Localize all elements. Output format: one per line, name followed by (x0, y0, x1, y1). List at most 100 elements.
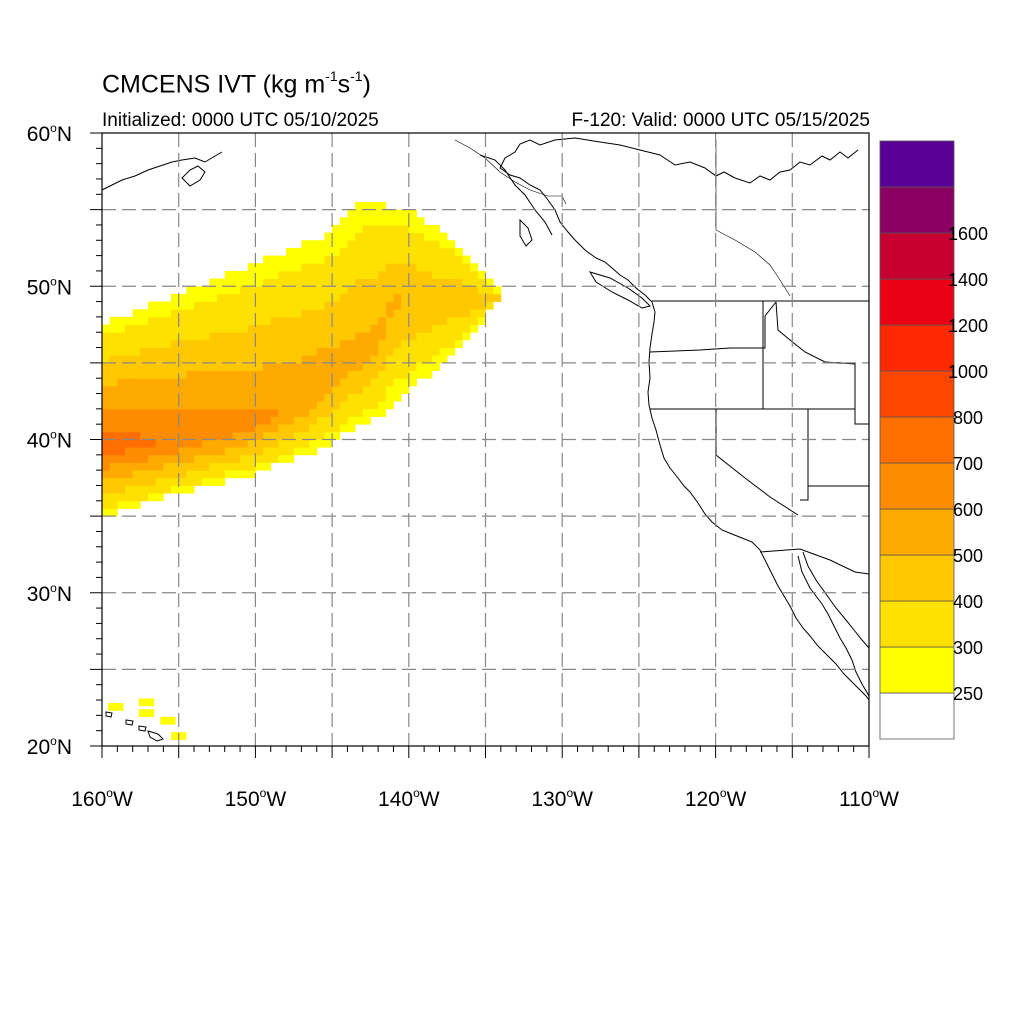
ivt-cell (163, 408, 172, 417)
ivt-cell (117, 485, 126, 494)
ivt-cell (194, 454, 203, 463)
ivt-cell (355, 355, 364, 364)
ivt-cell (247, 301, 256, 310)
ivt-cell (470, 270, 479, 279)
ivt-cell (393, 332, 402, 341)
ivt-cell (270, 332, 279, 341)
ivt-cell (393, 232, 402, 241)
ivt-cell (439, 286, 448, 295)
ivt-cell (401, 240, 410, 249)
latitude-label: 40oN (27, 428, 72, 453)
ivt-cell (255, 408, 264, 417)
ivt-cell (332, 286, 341, 295)
ivt-cell (370, 355, 379, 364)
ivt-cell (148, 485, 157, 494)
ivt-cell (339, 278, 348, 287)
ivt-cell (462, 263, 471, 272)
ivt-cell (240, 278, 249, 287)
ivt-cell (378, 263, 387, 272)
ivt-cell (117, 454, 126, 463)
ivt-cell (362, 370, 371, 379)
ivt-cell (109, 470, 118, 479)
ivt-cell (385, 247, 394, 256)
ivt-cell (109, 385, 118, 394)
ivt-cell (263, 401, 272, 410)
ivt-cell (102, 493, 111, 502)
ivt-cell (171, 293, 180, 302)
ivt-cell (263, 255, 272, 264)
ivt-cell (224, 332, 233, 341)
ivt-cell (132, 309, 141, 318)
ivt-cell (278, 447, 287, 456)
ivt-cell (240, 270, 249, 279)
ivt-cell (286, 309, 295, 318)
ivt-cell (416, 286, 425, 295)
ivt-cell (454, 255, 463, 264)
ivt-cell (232, 454, 241, 463)
ivt-cell (201, 378, 210, 387)
ivt-cell (416, 324, 425, 333)
ivt-cell (102, 378, 111, 387)
ivt-cell (393, 270, 402, 279)
ivt-cell (255, 324, 264, 333)
ivt-cell (232, 416, 241, 425)
mainland-gulf-coast (802, 551, 870, 649)
ivt-cell (424, 316, 433, 325)
ivt-cell (263, 408, 272, 417)
ivt-cell (140, 447, 149, 456)
ivt-cell (224, 293, 233, 302)
ivt-cell (309, 378, 318, 387)
ivt-cell (324, 232, 333, 241)
ivt-cell (117, 424, 126, 433)
colorbar-swatch (879, 554, 955, 602)
ivt-cell (247, 470, 256, 479)
ivt-cell (117, 416, 126, 425)
ivt-cell (247, 286, 256, 295)
ivt-cell (224, 270, 233, 279)
ivt-cell (378, 370, 387, 379)
ivt-cell (286, 247, 295, 256)
ivt-cell (301, 309, 310, 318)
ivt-cell (370, 316, 379, 325)
ivt-cell (439, 293, 448, 302)
ivt-cell (201, 370, 210, 379)
ivt-cell (217, 393, 226, 402)
ivt-cell (148, 477, 157, 486)
ivt-cell (102, 385, 111, 394)
ivt-cell (155, 401, 164, 410)
ivt-cell (186, 309, 195, 318)
ivt-cell (378, 393, 387, 402)
ivt-cell (416, 247, 425, 256)
ivt-cell (401, 270, 410, 279)
ivt-cell (362, 247, 371, 256)
vancouver-island (588, 271, 651, 309)
ivt-cell (401, 247, 410, 256)
ivt-cell (109, 485, 118, 494)
ivt-cell (293, 370, 302, 379)
ivt-cell (224, 431, 233, 440)
ivt-cell (209, 378, 218, 387)
ivt-cell (431, 362, 440, 371)
ivt-cell (178, 378, 187, 387)
ivt-cell (293, 339, 302, 348)
ivt-cell (347, 401, 356, 410)
ivt-cell (132, 485, 141, 494)
ivt-cell (286, 347, 295, 356)
ivt-cell (201, 462, 210, 471)
axis-labels: 60oN 50oN 40oN 30oN 20oN 160oW 150oW 140oW 130oW… (27, 121, 899, 811)
ivt-cell (431, 224, 440, 234)
ivt-cell (132, 424, 141, 433)
ivt-cell (270, 301, 279, 310)
ivt-cell (401, 286, 410, 295)
ivt-cell (163, 470, 172, 479)
title-close: ) (362, 70, 371, 99)
ivt-cell (132, 347, 141, 356)
ivt-cell (178, 447, 187, 456)
ivt-cell (385, 270, 394, 279)
ivt-cell (232, 324, 241, 333)
ivt-cell (324, 316, 333, 325)
ivt-cell (201, 332, 210, 341)
ivt-cell (255, 270, 264, 279)
ivt-cell (385, 347, 394, 356)
